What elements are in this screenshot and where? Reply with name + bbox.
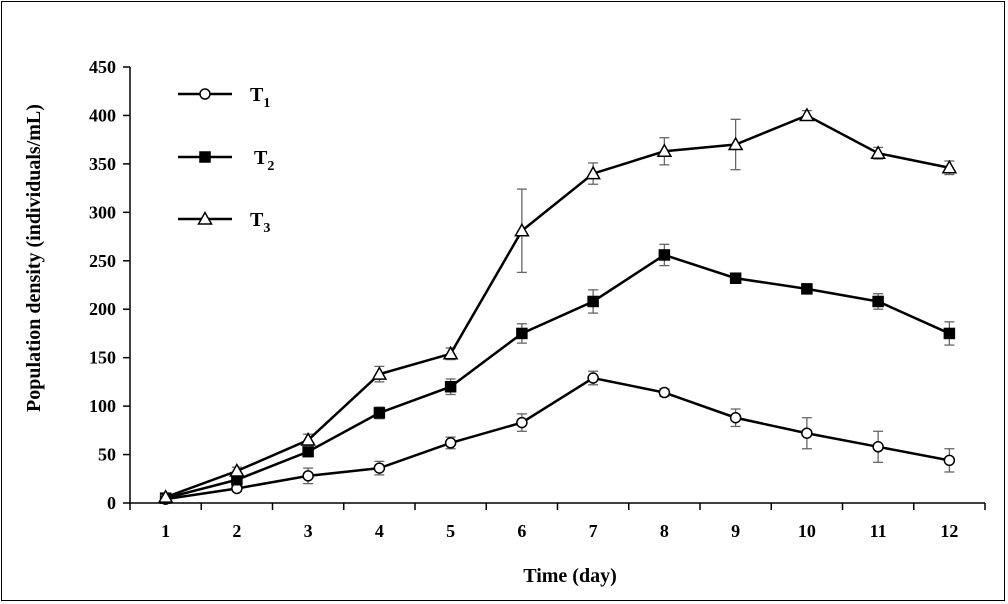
y-tick-label: 350 xyxy=(89,154,116,174)
x-tick-label: 7 xyxy=(589,521,598,541)
data-point xyxy=(300,431,316,446)
data-point xyxy=(516,416,528,429)
data-point xyxy=(801,427,813,439)
data-point xyxy=(729,411,742,424)
x-tick-label: 10 xyxy=(798,521,816,541)
y-axis-title: Population density (individuals/mL) xyxy=(23,104,45,412)
data-point xyxy=(587,295,599,308)
y-tick-label: 250 xyxy=(89,251,116,271)
data-point xyxy=(516,327,528,340)
data-point xyxy=(514,222,530,237)
data-point xyxy=(585,165,601,180)
legend-item: T2 xyxy=(178,147,274,174)
data-point xyxy=(373,462,386,474)
y-tick-label: 300 xyxy=(89,202,116,222)
y-tick-label: 400 xyxy=(89,105,116,125)
legend-item: T1 xyxy=(178,84,270,111)
data-point xyxy=(444,380,457,393)
y-tick-label: 50 xyxy=(98,445,116,465)
legend-marker xyxy=(199,151,211,163)
data-point xyxy=(941,159,958,174)
y-tick-label: 450 xyxy=(89,57,116,77)
data-point xyxy=(658,249,671,261)
data-point xyxy=(870,145,886,159)
series-line xyxy=(165,253,950,500)
data-point xyxy=(799,107,815,122)
series-line xyxy=(165,114,950,499)
x-tick-label: 8 xyxy=(660,521,669,541)
data-point xyxy=(157,489,174,503)
data-point xyxy=(727,136,744,151)
y-tick-label: 0 xyxy=(107,493,116,513)
x-tick-label: 1 xyxy=(161,521,170,541)
data-point xyxy=(302,445,314,458)
legend-marker xyxy=(197,210,213,225)
y-tick-label: 200 xyxy=(89,299,116,319)
series-layer xyxy=(157,107,958,505)
legend-item: T3 xyxy=(178,209,270,236)
y-tick-label: 150 xyxy=(89,348,116,368)
data-point xyxy=(302,470,314,482)
y-tick-label: 100 xyxy=(89,396,116,416)
data-point xyxy=(943,327,956,340)
data-point xyxy=(872,441,884,453)
data-point xyxy=(229,463,245,477)
x-tick-label: 6 xyxy=(517,521,526,541)
data-point xyxy=(656,143,673,158)
x-tick-label: 2 xyxy=(232,521,241,541)
series-t2 xyxy=(159,243,956,504)
y-axis: 0 50 100 150 200 250 300 350 400 450 xyxy=(89,57,131,513)
data-point xyxy=(442,345,459,360)
series-t1 xyxy=(159,370,956,505)
data-point xyxy=(801,283,813,295)
data-point xyxy=(729,272,742,284)
data-point xyxy=(943,454,956,467)
data-point xyxy=(587,372,599,384)
data-point xyxy=(373,407,386,419)
data-point xyxy=(444,437,457,449)
x-tick-label: 3 xyxy=(304,521,313,541)
x-tick-label: 12 xyxy=(940,521,958,541)
data-point xyxy=(872,295,884,308)
data-point xyxy=(371,366,388,380)
legend-label: T3 xyxy=(250,209,270,236)
legend-label: T2 xyxy=(254,147,274,174)
legend-label: T1 xyxy=(250,84,270,111)
x-tick-label: 5 xyxy=(446,521,455,541)
x-axis-title: Time (day) xyxy=(523,565,617,587)
x-tick-label: 4 xyxy=(375,521,384,541)
x-tick-label: 9 xyxy=(731,521,740,541)
legend: T1 T2 T3 xyxy=(178,84,274,236)
x-axis: 1 2 3 4 5 6 7 8 9 10 11 12 xyxy=(129,502,986,541)
series-line xyxy=(165,376,950,501)
legend-marker xyxy=(199,88,211,100)
series-t3 xyxy=(157,107,958,503)
data-point xyxy=(658,386,671,399)
x-tick-label: 11 xyxy=(870,521,887,541)
